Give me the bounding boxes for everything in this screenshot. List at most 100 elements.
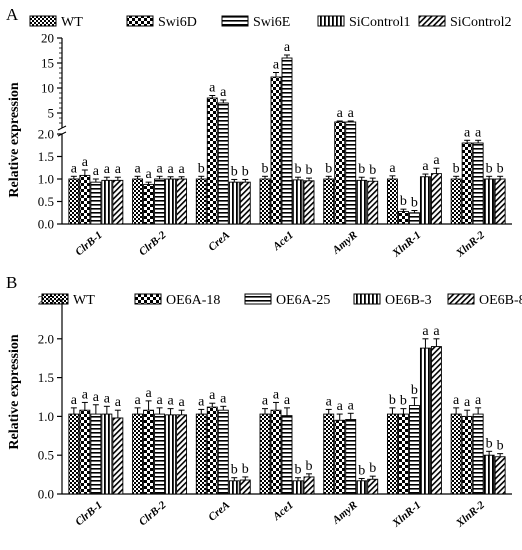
panel-b-sig-letter-6-2: a bbox=[475, 393, 482, 408]
panel-b-bar-4-4 bbox=[367, 478, 379, 495]
panel-a-sig-letter-3-3: b bbox=[295, 162, 302, 177]
panel-b-bar-6-4 bbox=[494, 456, 506, 495]
panel-b-category-label-0: ClrB-1 bbox=[73, 499, 105, 528]
panel-a-ylabel: Relative expression bbox=[7, 82, 22, 197]
panel-b-sig-letter-1-3: a bbox=[167, 394, 174, 409]
panel-a-ytick-label-lower-2: 1.0 bbox=[38, 172, 54, 187]
panel-b-bar-5-4 bbox=[430, 346, 442, 495]
panel-a-bar-1-4 bbox=[176, 178, 188, 225]
panel-b-sig-letter-4-2: a bbox=[348, 398, 355, 413]
panel-a-legend-swatch-1 bbox=[126, 15, 154, 27]
panel-a-bar-1-2 bbox=[154, 178, 166, 225]
panel-a-sig-letter-2-4: b bbox=[242, 164, 249, 179]
panel-a-sig-letter-1-4: a bbox=[178, 162, 185, 177]
panel-a-label: A bbox=[6, 5, 19, 24]
panel-a-category-label-1: ClrB-2 bbox=[137, 229, 169, 259]
panel-b-legend: WT OE6A-18 OE6A-25 OE6B-3 OE6B-8 bbox=[41, 293, 522, 308]
panel-a-sig-letter-5-4: a bbox=[433, 153, 440, 168]
panel-a-ytick-label-upper-2: 15 bbox=[41, 56, 54, 71]
panel-a-ytick-label-upper-1: 10 bbox=[41, 81, 54, 96]
panel-a-sig-letter-4-4: b bbox=[369, 163, 376, 178]
panel-a: A WT Swi6D Swi6E SiControl1 SiControl2 Relat… bbox=[6, 5, 512, 260]
panel-b-sig-letter-3-0: a bbox=[262, 394, 269, 409]
panel-a-sig-letter-3-4: b bbox=[306, 163, 313, 178]
panel-a-sig-letter-5-1: b bbox=[400, 194, 407, 209]
panel-a-sig-letter-4-1: a bbox=[337, 106, 344, 121]
panel-b-bar-5-2 bbox=[408, 405, 420, 495]
panel-b-category-label-3: Ace1 bbox=[270, 499, 296, 523]
panel-b-sig-letter-6-0: a bbox=[453, 393, 460, 408]
panel-a-legend-label-2: Swi6E bbox=[253, 15, 290, 30]
panel-b-category-label-1: ClrB-2 bbox=[137, 499, 169, 529]
panel-a-bar-4-2 bbox=[345, 121, 357, 225]
panel-b-sig-letter-0-3: a bbox=[104, 391, 111, 406]
panel-a-ytick-label-upper-0: 5 bbox=[48, 106, 55, 121]
panel-a-legend-label-3: SiControl1 bbox=[349, 15, 410, 30]
panel-a-legend: WT Swi6D Swi6E SiControl1 SiControl2 bbox=[29, 15, 511, 30]
panel-b-ylabel: Relative expression bbox=[7, 334, 22, 449]
panel-a-axis-break-mark-upper bbox=[57, 125, 67, 131]
panel-a-sig-letter-2-1: a bbox=[209, 81, 216, 96]
panel-b-ytick-label-0: 0.0 bbox=[38, 487, 54, 502]
panel-b-legend-label-3: OE6B-3 bbox=[385, 293, 432, 308]
panel-b: B WT OE6A-18 OE6A-25 OE6B-3 OE6B-8 Relative … bbox=[6, 273, 522, 530]
panel-b-label: B bbox=[6, 273, 17, 292]
panel-a-bar-6-2 bbox=[472, 142, 484, 225]
panel-b-bar-6-1 bbox=[461, 415, 473, 495]
panel-a-legend-swatch-3 bbox=[317, 15, 345, 27]
panel-a-bar-0-3 bbox=[101, 179, 113, 225]
panel-b-bar-1-1 bbox=[143, 409, 155, 495]
panel-b-sig-letter-0-0: a bbox=[71, 393, 78, 408]
panel-b-bar-3-0 bbox=[259, 413, 271, 495]
panel-a-sig-letter-6-2: a bbox=[475, 125, 482, 140]
panel-b-bar-0-2 bbox=[90, 413, 102, 495]
panel-b-bar-3-2 bbox=[281, 415, 293, 495]
panel-a-ytick-label-upper-3: 20 bbox=[41, 31, 54, 46]
panel-a-bar-2-0 bbox=[195, 178, 207, 225]
panel-a-legend-label-1: Swi6D bbox=[158, 15, 197, 30]
panel-b-legend-label-4: OE6B-8 bbox=[479, 293, 522, 308]
panel-b-bar-2-4 bbox=[239, 479, 251, 495]
panel-b-sig-letter-5-1: b bbox=[400, 394, 407, 409]
panel-a-bar-2-3 bbox=[228, 181, 240, 225]
panel-a-legend-label-0: WT bbox=[61, 15, 83, 30]
panel-b-bar-2-1 bbox=[206, 406, 218, 495]
panel-a-category-labels: ClrB-1 ClrB-2 CreA Ace1 AmyR XlnR-1 XlnR-2 bbox=[73, 229, 487, 260]
panel-b-bar-4-2 bbox=[345, 419, 357, 495]
panel-b-bar-0-0 bbox=[68, 413, 80, 495]
panel-b-sig-letter-1-2: a bbox=[156, 393, 163, 408]
panel-a-category-label-4: AmyR bbox=[330, 229, 360, 257]
panel-a-bar-3-4 bbox=[303, 180, 315, 225]
panel-a-sig-letter-3-0: b bbox=[262, 161, 269, 176]
panel-a-sig-letter-4-3: b bbox=[358, 162, 365, 177]
panel-a-bar-0-0 bbox=[68, 178, 80, 225]
panel-b-bar-2-0 bbox=[195, 413, 207, 495]
panel-a-legend-swatch-4 bbox=[418, 15, 446, 27]
panel-b-bar-0-3 bbox=[101, 413, 113, 495]
panel-a-sig-letter-0-2: a bbox=[93, 164, 100, 179]
panel-a-legend-label-4: SiControl2 bbox=[450, 15, 511, 30]
panel-a-sig-letter-0-4: a bbox=[115, 162, 122, 177]
panel-a-bar-1-1 bbox=[143, 183, 155, 225]
panel-b-bar-2-3 bbox=[228, 480, 240, 495]
panel-a-category-label-3: Ace1 bbox=[270, 229, 296, 253]
panel-b-legend-swatch-3 bbox=[353, 293, 381, 305]
panel-b-bar-6-3 bbox=[483, 454, 495, 495]
panel-b-sig-letter-5-4: a bbox=[433, 324, 440, 339]
panel-b-ytick-label-1: 0.5 bbox=[38, 448, 54, 463]
panel-a-sig-letter-1-0: a bbox=[134, 161, 141, 176]
panel-a-bar-1-0 bbox=[132, 178, 144, 225]
panel-b-bar-4-0 bbox=[323, 413, 335, 495]
panel-a-bar-5-0 bbox=[386, 178, 398, 225]
panel-b-legend-swatch-0 bbox=[41, 293, 69, 305]
panel-a-bar-2-4 bbox=[239, 181, 251, 225]
panel-b-ytick-label-5: 2.5 bbox=[38, 293, 54, 308]
panel-b-category-labels: ClrB-1 ClrB-2 CreA Ace1 AmyR XlnR-1 XlnR-2 bbox=[73, 499, 487, 530]
panel-b-sig-letter-3-3: b bbox=[295, 463, 302, 478]
panel-b-bar-0-1 bbox=[79, 409, 91, 495]
panel-b-sig-letter-2-4: b bbox=[242, 462, 249, 477]
panel-a-sig-letter-6-3: b bbox=[486, 161, 493, 176]
panel-b-category-label-4: AmyR bbox=[330, 499, 360, 527]
panel-b-sig-letter-5-0: b bbox=[389, 393, 396, 408]
